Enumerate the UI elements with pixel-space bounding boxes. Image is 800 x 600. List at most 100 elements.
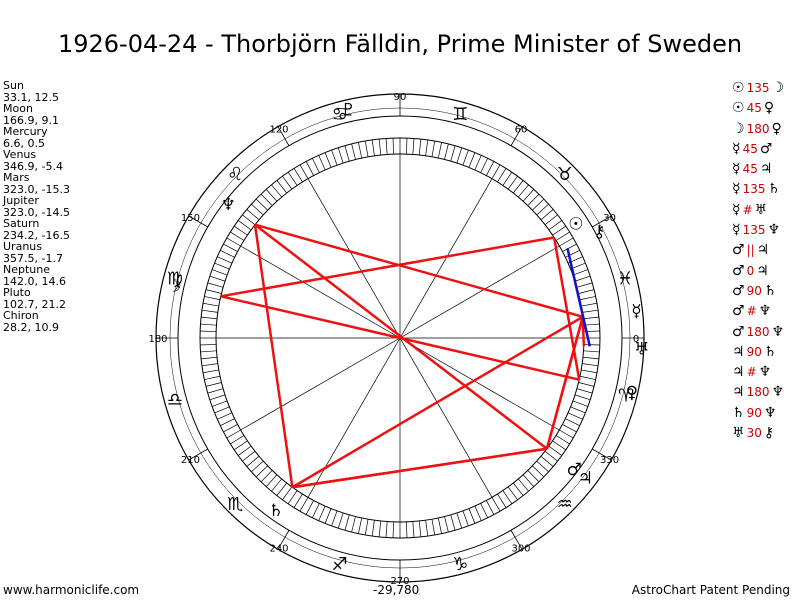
aspect-row: ☿ 45 ♃	[732, 159, 784, 179]
degree-tick	[474, 155, 482, 171]
degree-tick	[331, 149, 338, 166]
planet-name: Saturn	[3, 217, 40, 230]
planet-name: Uranus	[3, 240, 42, 253]
degree-tick	[358, 142, 363, 159]
degree-tick	[265, 474, 278, 487]
aspect-planet-b: ♆	[763, 404, 777, 421]
degree-label: 30	[603, 213, 616, 224]
sign-boundary	[510, 530, 523, 550]
degree-tick	[582, 356, 599, 360]
aspect-type: 90	[746, 283, 762, 298]
aspect-row: ☿ # ♅	[732, 200, 784, 220]
planet-position-value: 357.5, -1.7	[3, 251, 63, 265]
degree-tick	[364, 519, 369, 536]
sign-boundary	[277, 530, 290, 550]
degree-tick	[579, 375, 596, 380]
aspect-row: ☿ 135 ♆	[732, 220, 784, 240]
aspect-type: 135	[742, 223, 766, 238]
degree-tick	[425, 139, 429, 156]
degree-tick	[260, 193, 273, 206]
degree-tick	[337, 512, 344, 529]
degree-tick	[581, 369, 598, 374]
degree-tick	[567, 412, 583, 420]
aspect-row: ☉ 135 ☽	[732, 78, 784, 98]
degree-tick	[544, 214, 558, 225]
degree-tick	[201, 309, 218, 313]
aspect-planet-a: ☿	[732, 222, 741, 239]
degree-tick	[522, 189, 535, 202]
degree-tick	[251, 203, 264, 216]
degree-tick	[237, 220, 252, 231]
aspect-planet-b: ♄	[767, 181, 781, 198]
degree-label: 90	[394, 92, 407, 103]
degree-tick	[276, 180, 287, 194]
zodiac-sign-icon: ♌	[227, 164, 243, 185]
degree-tick	[378, 520, 382, 537]
sign-boundary	[188, 448, 208, 461]
aspect-line	[253, 224, 294, 488]
degree-tick	[480, 503, 488, 518]
degree-tick	[378, 139, 382, 156]
planet-name: Moon	[3, 102, 33, 115]
aspect-planet-b: ♄	[763, 282, 777, 299]
aspect-planet-a: ☿	[732, 181, 741, 198]
degree-tick	[583, 344, 600, 346]
planet-position-value: 102.7, 21.2	[3, 297, 66, 311]
degree-label: 150	[181, 213, 200, 224]
aspect-line	[254, 223, 548, 450]
aspect-row: ♃ 180 ♆	[732, 382, 784, 402]
degree-tick	[318, 155, 326, 171]
planet-position-value: 33.1, 12.5	[3, 90, 59, 104]
degree-tick	[200, 330, 217, 332]
aspect-type: 0	[746, 263, 755, 278]
aspect-planet-b: ♆	[758, 303, 772, 320]
degree-tick	[562, 243, 577, 252]
degree-tick	[200, 323, 217, 326]
aspect-row: ♃ # ♆	[732, 362, 784, 382]
aspect-planet-b: ♀	[771, 120, 782, 137]
aspect-type: 180	[746, 121, 770, 136]
degree-tick	[582, 363, 599, 367]
degree-tick	[576, 282, 593, 288]
planet-venus-icon: ♀	[626, 383, 638, 403]
degree-tick	[444, 516, 449, 533]
degree-tick	[418, 520, 422, 537]
planet-name: Chiron	[3, 309, 39, 322]
planet-moon-icon: ☽	[166, 276, 181, 296]
website-link[interactable]: www.harmoniclife.com	[3, 583, 140, 597]
degree-tick	[337, 147, 344, 164]
planet-chiron-icon: ⚷	[593, 222, 605, 242]
aspect-planet-a: ☿	[732, 140, 741, 157]
degree-tick	[431, 140, 436, 157]
degree-tick	[282, 175, 293, 190]
aspect-line	[545, 316, 584, 450]
degree-tick	[260, 470, 273, 483]
degree-tick	[318, 505, 326, 521]
aspect-type: 90	[746, 344, 762, 359]
degree-tick	[201, 356, 218, 360]
degree-tick	[540, 209, 554, 220]
aspect-planet-a: ♃	[732, 343, 745, 360]
aspect-planet-b: ⚷	[763, 425, 775, 442]
planet-jupiter-icon: ♃	[578, 469, 593, 489]
degree-tick	[230, 231, 245, 241]
zodiac-sign-icon: ♒	[557, 494, 573, 515]
aspect-type: #	[746, 365, 757, 380]
degree-tick	[582, 316, 599, 320]
planet-name: Jupiter	[3, 194, 39, 207]
degree-tick	[486, 500, 495, 515]
degree-tick	[201, 363, 218, 367]
degree-tick	[242, 214, 256, 225]
planet-position-value: 234.2, -16.5	[3, 228, 70, 242]
degree-tick	[552, 440, 567, 451]
planet-position-value: 28.2, 10.9	[3, 320, 59, 334]
aspect-row: ♄ 90 ♆	[732, 403, 784, 423]
degree-tick	[540, 456, 554, 467]
degree-tick	[305, 161, 314, 176]
degree-tick	[555, 435, 570, 445]
aspect-list: ☉ 135 ☽ ☉ 45 ♀ ☽ 180 ♀ ☿ 45 ♂ ☿ 45 ♃ ☿ 135 ♄ ☿ # ♅ ☿ 135 ♆ ♂ || ♃ ♂…	[732, 78, 784, 443]
degree-label: 180	[148, 334, 167, 345]
degree-tick	[513, 482, 524, 496]
planet-position-value: 323.0, -14.5	[3, 205, 70, 219]
degree-tick	[205, 382, 222, 387]
